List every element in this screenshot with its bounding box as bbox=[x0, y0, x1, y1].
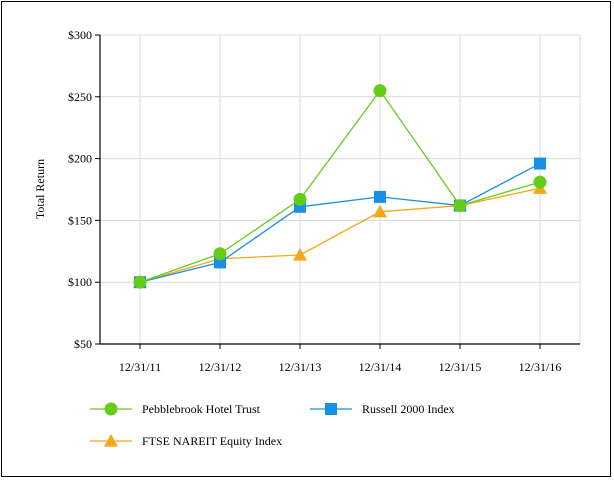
x-tick-label: 12/31/16 bbox=[519, 360, 562, 374]
legend-marker bbox=[325, 403, 337, 415]
data-point bbox=[213, 247, 227, 261]
legend: Pebblebrook Hotel Trust Russell 2000 Inde… bbox=[90, 402, 455, 448]
legend-item: Russell 2000 Index bbox=[310, 402, 455, 416]
data-point bbox=[533, 175, 547, 189]
data-point bbox=[373, 204, 387, 218]
axes bbox=[95, 34, 580, 349]
y-tick-label: $100 bbox=[68, 275, 92, 289]
x-tick-labels: 12/31/11 12/31/12 12/31/13 12/31/14 12/31/15… bbox=[119, 360, 561, 374]
x-tick-label: 12/31/15 bbox=[439, 360, 482, 374]
series-2 bbox=[133, 181, 547, 288]
legend-label: Pebblebrook Hotel Trust bbox=[142, 402, 261, 416]
data-point bbox=[453, 199, 467, 213]
legend-item: Pebblebrook Hotel Trust bbox=[90, 402, 261, 416]
y-axis-title: Total Return bbox=[33, 159, 47, 219]
legend-label: FTSE NAREIT Equity Index bbox=[142, 434, 282, 448]
x-tick-label: 12/31/12 bbox=[199, 360, 242, 374]
data-point bbox=[293, 192, 307, 206]
y-tick-label: $200 bbox=[68, 152, 92, 166]
data-point bbox=[293, 248, 307, 261]
y-tick-labels: $300 $250 $200 $150 $100 $50 bbox=[68, 28, 92, 351]
legend-marker bbox=[104, 434, 118, 447]
legend-marker bbox=[104, 402, 118, 416]
series-line bbox=[139, 187, 541, 283]
series-1 bbox=[134, 157, 546, 289]
data-point bbox=[534, 157, 546, 170]
series-0 bbox=[133, 84, 547, 289]
gridlines bbox=[100, 34, 581, 344]
legend-item: FTSE NAREIT Equity Index bbox=[90, 434, 282, 448]
data-point bbox=[373, 84, 387, 98]
y-tick-label: $250 bbox=[68, 90, 92, 104]
series-group bbox=[133, 84, 547, 289]
data-point bbox=[133, 275, 147, 289]
x-tick-label: 12/31/14 bbox=[359, 360, 402, 374]
y-tick-label: $50 bbox=[74, 337, 92, 351]
y-tick-label: $150 bbox=[68, 213, 92, 227]
legend-label: Russell 2000 Index bbox=[362, 402, 455, 416]
data-point bbox=[374, 190, 386, 203]
series-line bbox=[139, 162, 541, 283]
x-tick-label: 12/31/13 bbox=[279, 360, 322, 374]
series-line bbox=[139, 89, 541, 283]
y-tick-label: $300 bbox=[68, 28, 92, 42]
x-tick-label: 12/31/11 bbox=[119, 360, 161, 374]
